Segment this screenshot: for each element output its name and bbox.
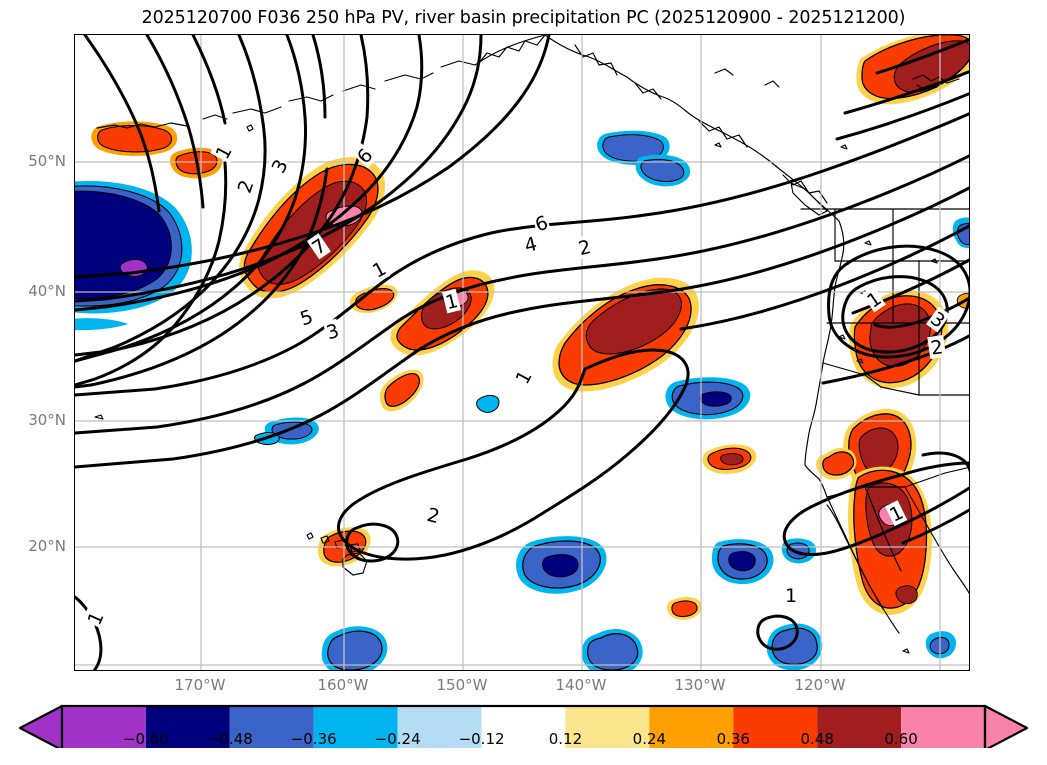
svg-text:3: 3 bbox=[324, 320, 342, 344]
colorbar-band-5 bbox=[481, 706, 566, 750]
ytick-20N: 20°N bbox=[28, 537, 66, 555]
xtick-120W: 120°W bbox=[794, 676, 846, 694]
colorbar-band-0 bbox=[62, 706, 146, 750]
map-plot-area[interactable]: 1 2 3 6 7 5 3 1 6 4 2 1 1 2 1 1 1 bbox=[74, 34, 970, 671]
colorbar-band-8 bbox=[733, 706, 818, 750]
colorbar-band-9 bbox=[817, 706, 902, 750]
colorbar-band-4 bbox=[397, 706, 482, 750]
xtick-150W: 150°W bbox=[436, 676, 488, 694]
colorbar-tick-label-3: −0.24 bbox=[374, 730, 421, 748]
svg-text:4: 4 bbox=[522, 233, 539, 257]
xtick-140W: 140°W bbox=[555, 676, 607, 694]
ytick-30N: 30°N bbox=[28, 411, 66, 429]
coastlines bbox=[94, 35, 969, 654]
colorbar-band-2 bbox=[229, 706, 314, 750]
colorbar-tick-label-4: −0.12 bbox=[458, 730, 505, 748]
ytick-50N: 50°N bbox=[28, 152, 66, 170]
shaded-anomaly-field bbox=[75, 35, 969, 670]
svg-text:2: 2 bbox=[425, 504, 442, 528]
colorbar[interactable]: −0.60 −0.48 −0.36 −0.24 −0.12 0.12 0.24 0.36 0.4… bbox=[0, 698, 1047, 765]
colorbar-tick-label-6: 0.24 bbox=[632, 730, 667, 748]
map-canvas: 1 2 3 6 7 5 3 1 6 4 2 1 1 2 1 1 1 bbox=[75, 35, 969, 670]
colorbar-swatches bbox=[18, 704, 1029, 758]
svg-text:2: 2 bbox=[929, 336, 944, 359]
colorbar-band-7 bbox=[649, 706, 734, 750]
ytick-40N: 40°N bbox=[28, 282, 66, 300]
colorbar-band-1 bbox=[145, 706, 230, 750]
colorbar-tick-label-9: 0.60 bbox=[884, 730, 918, 748]
colorbar-tick-label-1: −0.48 bbox=[206, 730, 253, 748]
colorbar-band-3 bbox=[313, 706, 398, 750]
colorbar-tick-label-5: 0.12 bbox=[548, 730, 583, 748]
map-gridlines bbox=[75, 35, 969, 670]
colorbar-band-6 bbox=[565, 706, 650, 750]
xtick-130W: 130°W bbox=[674, 676, 726, 694]
svg-text:1: 1 bbox=[785, 585, 797, 607]
colorbar-band-10 bbox=[901, 706, 985, 750]
colorbar-tick-label-8: 0.48 bbox=[800, 730, 834, 748]
colorbar-tick-label-7: 0.36 bbox=[716, 730, 750, 748]
pv-contours bbox=[75, 35, 969, 670]
page-title: 2025120700 F036 250 hPa PV, river basin … bbox=[141, 8, 906, 28]
colorbar-tick-label-0: −0.60 bbox=[122, 730, 169, 748]
svg-text:2: 2 bbox=[576, 236, 593, 260]
colorbar-tick-label-2: −0.36 bbox=[290, 730, 337, 748]
xtick-170W: 170°W bbox=[174, 676, 226, 694]
xtick-160W: 160°W bbox=[317, 676, 369, 694]
svg-text:1: 1 bbox=[443, 290, 460, 314]
